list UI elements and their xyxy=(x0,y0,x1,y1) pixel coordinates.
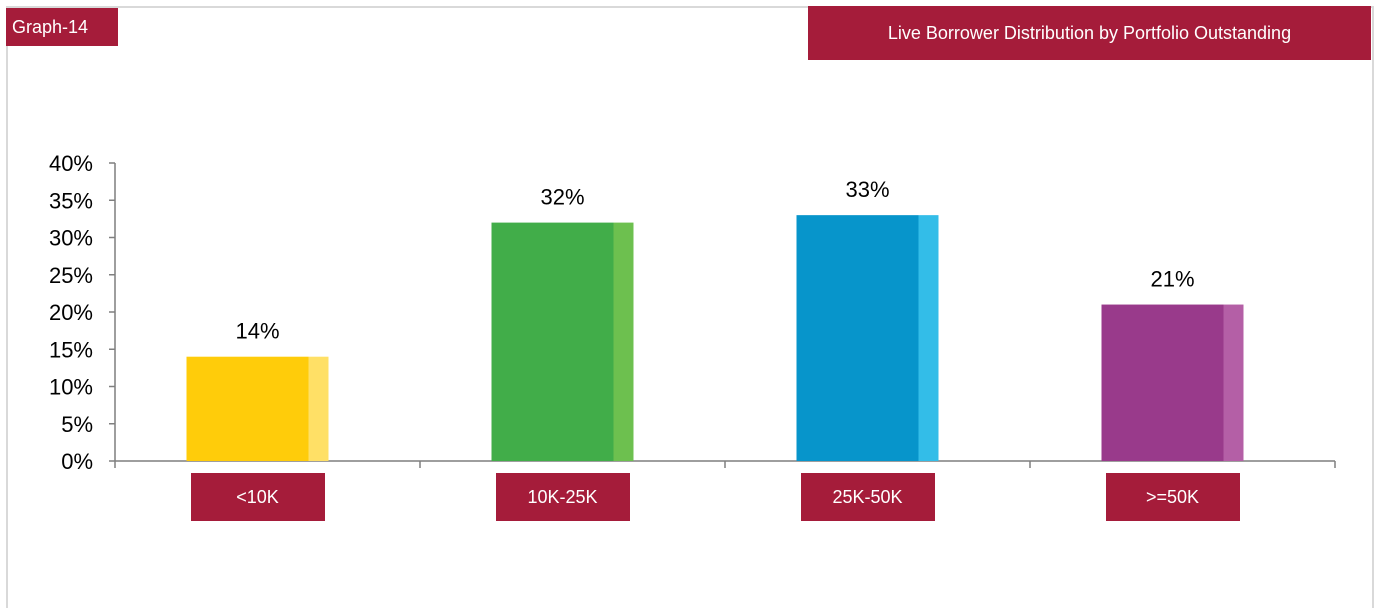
y-tick-label: 20% xyxy=(49,300,93,325)
data-label: 33% xyxy=(845,177,889,202)
chart-title: Live Borrower Distribution by Portfolio … xyxy=(808,6,1371,60)
bar-2-side xyxy=(613,222,634,461)
category-label: 25K-50K xyxy=(800,473,935,521)
category-label: 10K-25K xyxy=(495,473,630,521)
category-label: >=50K xyxy=(1105,473,1240,521)
y-tick-label: 0% xyxy=(61,449,93,474)
bar-3 xyxy=(796,215,919,461)
bar-3-side xyxy=(918,215,939,461)
y-tick-label: 40% xyxy=(49,151,93,176)
bar-chart: 0% 5% 10% 15% 20% 25% 30% 35% 40% 14% 32% 33% 21% xyxy=(49,151,1336,474)
y-tick-label: 35% xyxy=(49,188,93,213)
data-label: 21% xyxy=(1150,267,1194,292)
y-tick-label: 10% xyxy=(49,375,93,400)
y-tick-label: 25% xyxy=(49,263,93,288)
y-tick-label: 30% xyxy=(49,226,93,251)
y-tick-label: 5% xyxy=(61,412,93,437)
bar-1 xyxy=(186,356,309,461)
category-label: <10K xyxy=(190,473,325,521)
y-tick-label: 15% xyxy=(49,337,93,362)
bar-1-side xyxy=(308,356,329,461)
chart-frame xyxy=(6,6,1374,608)
graph-tag: Graph-14 xyxy=(6,8,118,46)
data-label: 14% xyxy=(235,319,279,344)
bar-2 xyxy=(491,222,614,461)
data-label: 32% xyxy=(540,185,584,210)
bar-4 xyxy=(1101,304,1224,461)
bar-4-side xyxy=(1223,304,1244,461)
